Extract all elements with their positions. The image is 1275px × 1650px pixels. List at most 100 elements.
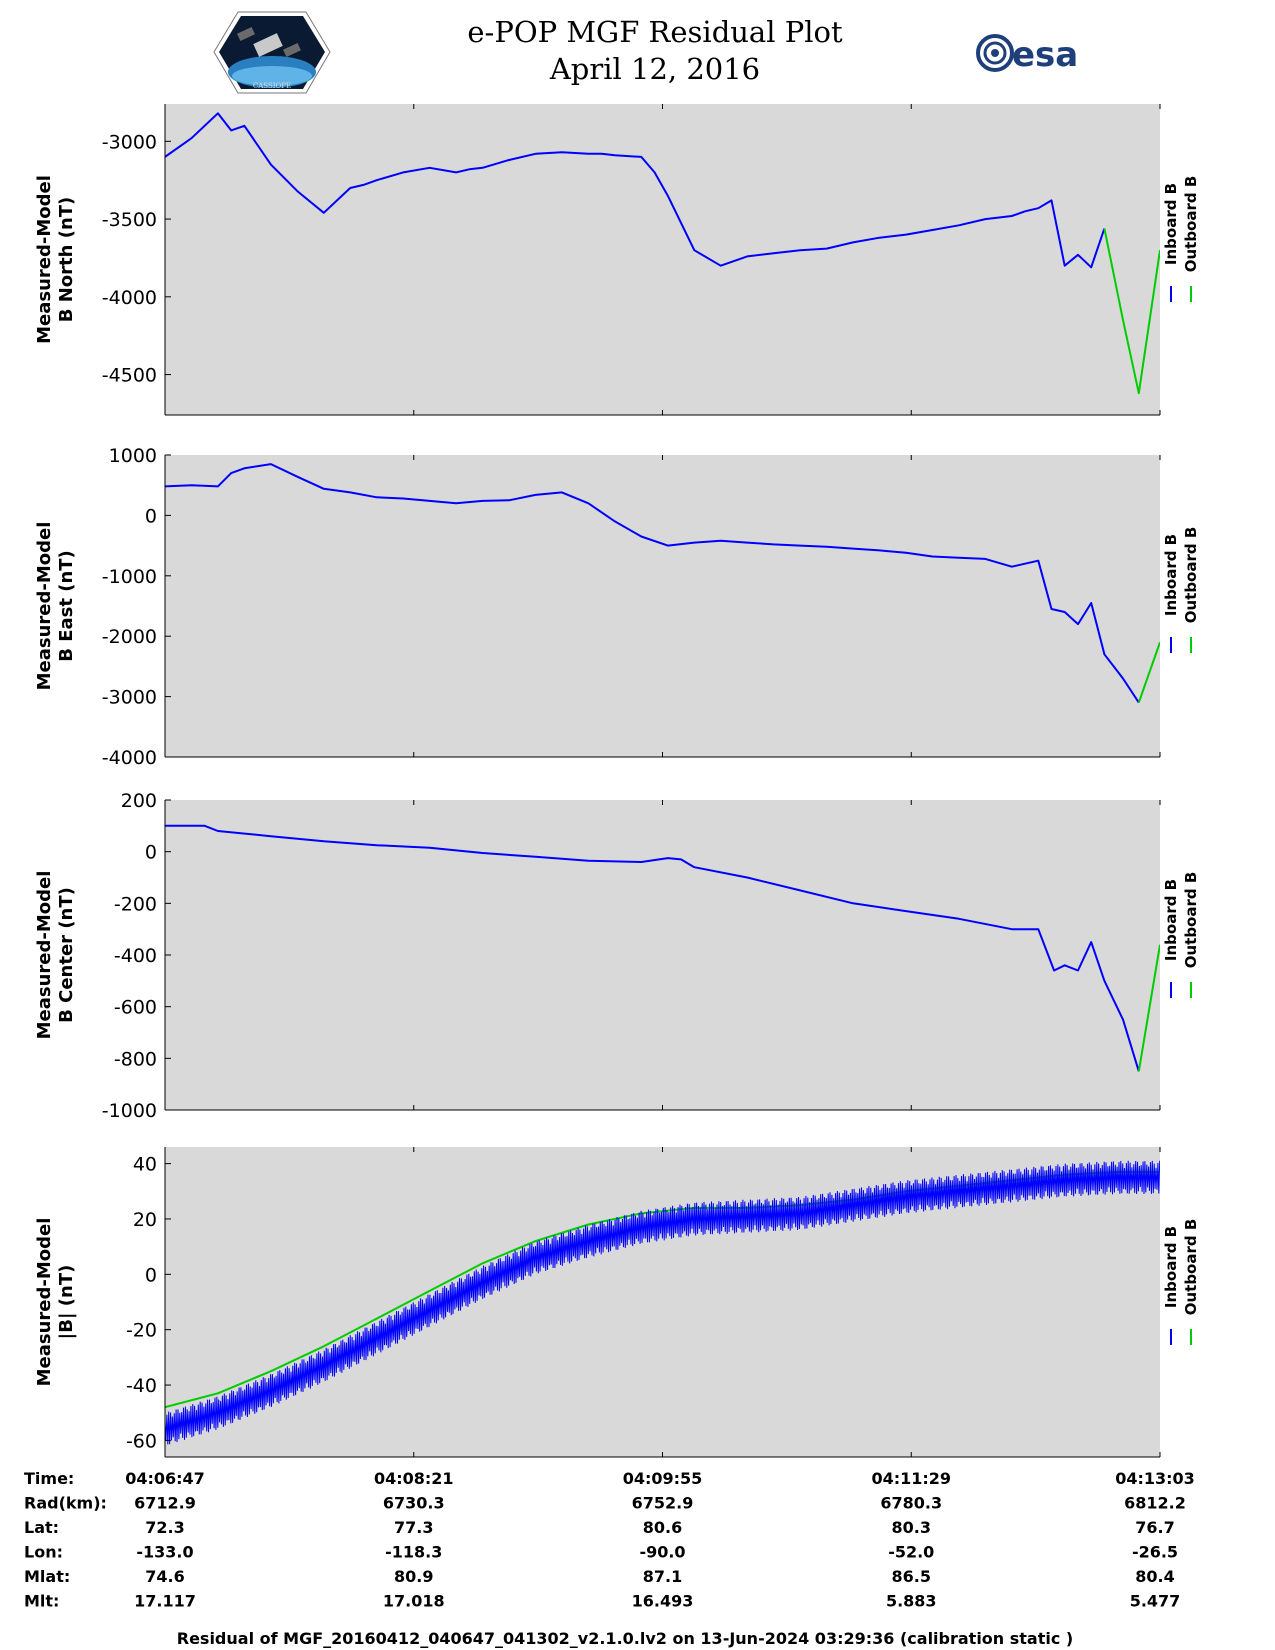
chart-panel-1: -3000 -3500 -4000 -4500 Measured-ModelB Nort… — [34, 104, 1200, 416]
y-axis-label: Measured-ModelB North (nT) — [34, 175, 77, 344]
ephemeris-cell: 76.7 — [1135, 1518, 1174, 1537]
y-tick-label: -800 — [114, 1048, 157, 1070]
series-group — [165, 824, 1160, 1072]
y-tick-label: 0 — [145, 1264, 157, 1286]
legend-label-inboard: Inboard B — [1162, 534, 1180, 616]
series-line-inboard-b — [165, 1160, 1160, 1445]
legend-label-outboard: Outboard B — [1182, 1219, 1200, 1316]
y-tick-label: 0 — [145, 505, 157, 527]
ephemeris-cell: -26.5 — [1132, 1543, 1178, 1562]
series-group — [165, 112, 1160, 395]
ephemeris-cell: 04:09:55 — [623, 1469, 703, 1488]
legend: Inboard B Outboard B — [1162, 872, 1200, 998]
y-tick-label: -20 — [126, 1320, 157, 1342]
ephemeris-cell: -133.0 — [136, 1543, 193, 1562]
ephemeris-cell: 80.6 — [643, 1518, 682, 1537]
plot-area — [165, 800, 1160, 1110]
ephemeris-cell: 72.3 — [145, 1518, 184, 1537]
ephemeris-cell: 77.3 — [394, 1518, 433, 1537]
y-tick-label: -4500 — [102, 365, 157, 387]
series-line-outboard-b — [1137, 641, 1160, 703]
ephemeris-cell: -52.0 — [888, 1543, 934, 1562]
plot-date: April 12, 2016 — [549, 52, 760, 86]
ephemeris-row-label: Lat: — [24, 1518, 59, 1537]
ephemeris-cell: 17.018 — [383, 1592, 445, 1611]
ephemeris-cell: 80.3 — [892, 1518, 931, 1537]
chart-panel-4: 40 20 0 -20 -40 -60 Measured-Model|B| (nT) Inbo… — [34, 1147, 1200, 1458]
ephemeris-cell: 80.9 — [394, 1567, 433, 1586]
ephemeris-cell: 6730.3 — [383, 1494, 445, 1513]
y-tick-label: 1000 — [109, 445, 157, 467]
legend-label-inboard: Inboard B — [1162, 183, 1180, 265]
y-tick-label: 200 — [121, 790, 157, 812]
ephemeris-cell: -118.3 — [385, 1543, 442, 1562]
ephemeris-row-label: Mlt: — [24, 1592, 59, 1611]
y-tick-label: -4000 — [102, 747, 157, 769]
ephemeris-cell: 04:08:21 — [374, 1469, 454, 1488]
y-tick-label: -1000 — [102, 566, 157, 588]
series-group — [165, 463, 1160, 704]
ephemeris-row-label: Time: — [24, 1469, 74, 1488]
chart-panel-3: 200 0 -200 -400 -600 -800 -1000 Measured-ModelB… — [34, 790, 1200, 1122]
legend-label-outboard: Outboard B — [1182, 872, 1200, 969]
y-tick-label: -3500 — [102, 209, 157, 231]
y-tick-label: -1000 — [102, 1100, 157, 1122]
legend: Inboard B Outboard B — [1162, 1219, 1200, 1345]
ephemeris-cell: 6812.2 — [1124, 1494, 1186, 1513]
legend-label-outboard: Outboard B — [1182, 527, 1200, 624]
ephemeris-table: Time: Rad(km): Lat: Lon: Mlat: Mlt: 04:06:47 67… — [24, 1469, 1195, 1611]
ephemeris-row-label: Rad(km): — [24, 1494, 107, 1513]
y-axis-label: Measured-ModelB Center (nT) — [34, 871, 77, 1040]
plot-area — [165, 104, 1160, 415]
ephemeris-cell: 6712.9 — [134, 1494, 196, 1513]
series-line-outboard-b — [1103, 228, 1160, 395]
ephemeris-row-label: Lon: — [24, 1543, 63, 1562]
y-tick-label: 20 — [133, 1209, 157, 1231]
y-tick-label: -400 — [114, 945, 157, 967]
y-tick-label: -600 — [114, 997, 157, 1019]
series-line-inboard-b — [165, 112, 1106, 269]
svg-text:esa: esa — [1012, 35, 1078, 75]
y-tick-label: -200 — [114, 893, 157, 915]
ephemeris-cell: 74.6 — [145, 1567, 184, 1586]
legend-label-inboard: Inboard B — [1162, 1226, 1180, 1308]
ephemeris-cell: 87.1 — [643, 1567, 682, 1586]
y-tick-label: -60 — [126, 1430, 157, 1452]
ephemeris-cell: 6780.3 — [880, 1494, 942, 1513]
y-tick-label: -4000 — [102, 287, 157, 309]
series-line-outboard-b — [1137, 944, 1160, 1072]
ephemeris-cell: 17.117 — [134, 1592, 196, 1611]
plot-title: e-POP MGF Residual Plot — [467, 15, 843, 49]
series-line-inboard-b — [165, 463, 1140, 704]
esa-logo: esa — [976, 34, 1078, 75]
plot-area — [165, 455, 1160, 757]
ephemeris-cell: 5.477 — [1130, 1592, 1181, 1611]
ephemeris-cell: -90.0 — [639, 1543, 685, 1562]
ephemeris-cell: 04:11:29 — [871, 1469, 951, 1488]
ephemeris-cell: 5.883 — [886, 1592, 937, 1611]
ephemeris-cell: 04:13:03 — [1115, 1469, 1195, 1488]
y-tick-label: 40 — [133, 1154, 157, 1176]
ephemeris-cell: 80.4 — [1135, 1567, 1174, 1586]
footer-caption: Residual of MGF_20160412_040647_041302_v… — [177, 1629, 1073, 1648]
ephemeris-row-label: Mlat: — [24, 1567, 70, 1586]
svg-text:CASSIOPE: CASSIOPE — [253, 82, 291, 90]
y-axis-label: Measured-ModelB East (nT) — [34, 522, 77, 691]
y-tick-label: -3000 — [102, 131, 157, 153]
ephemeris-cell: 6752.9 — [632, 1494, 694, 1513]
ephemeris-cell: 86.5 — [892, 1567, 931, 1586]
cassiope-logo: CASSIOPE — [213, 11, 331, 94]
legend: Inboard B Outboard B — [1162, 527, 1200, 653]
chart-panel-2: 1000 0 -1000 -2000 -3000 -4000 Measured-ModelB… — [34, 445, 1200, 769]
legend-label-outboard: Outboard B — [1182, 176, 1200, 273]
legend-label-inboard: Inboard B — [1162, 879, 1180, 961]
ephemeris-cell: 04:06:47 — [125, 1469, 205, 1488]
y-tick-label: 0 — [145, 842, 157, 864]
y-tick-label: -2000 — [102, 626, 157, 648]
y-axis-label: Measured-Model|B| (nT) — [34, 1218, 77, 1387]
ephemeris-cell: 16.493 — [632, 1592, 694, 1611]
series-line-inboard-b — [165, 824, 1140, 1072]
y-tick-label: -40 — [126, 1375, 157, 1397]
legend: Inboard B Outboard B — [1162, 176, 1200, 302]
